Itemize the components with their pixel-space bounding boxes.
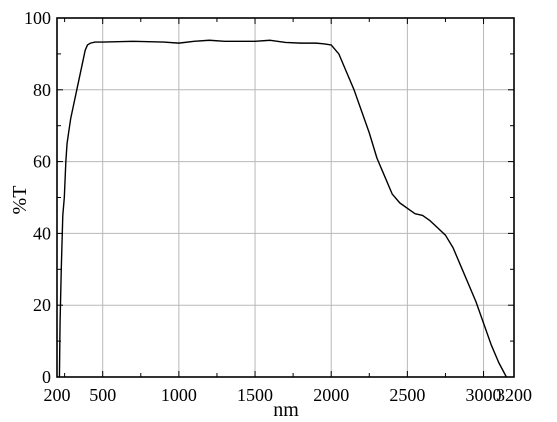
x-tick-label: 500: [89, 385, 116, 405]
grid-lines: [57, 18, 514, 377]
y-tick-label: 60: [33, 152, 51, 172]
y-axis-label: %T: [9, 186, 31, 215]
transmittance-line: [58, 39, 507, 378]
y-tick-label: 80: [33, 80, 51, 100]
x-tick-label: 2500: [389, 385, 425, 405]
x-tick-label: 3200: [496, 385, 532, 405]
x-tick-label: 1500: [237, 385, 273, 405]
axes: [56, 17, 515, 378]
y-tick-label: 20: [33, 295, 51, 315]
x-tick-label: 2000: [313, 385, 349, 405]
x-tick-label: 1000: [161, 385, 197, 405]
y-tick-label: 0: [42, 367, 51, 387]
y-tick-label: 40: [33, 223, 51, 243]
plot-frame: [56, 17, 515, 378]
series-layer: [58, 39, 507, 378]
x-tick-label: 3000: [466, 385, 502, 405]
x-tick-label: 200: [44, 385, 71, 405]
x-axis-label: nm: [273, 399, 299, 421]
y-tick-label: 100: [24, 8, 51, 28]
